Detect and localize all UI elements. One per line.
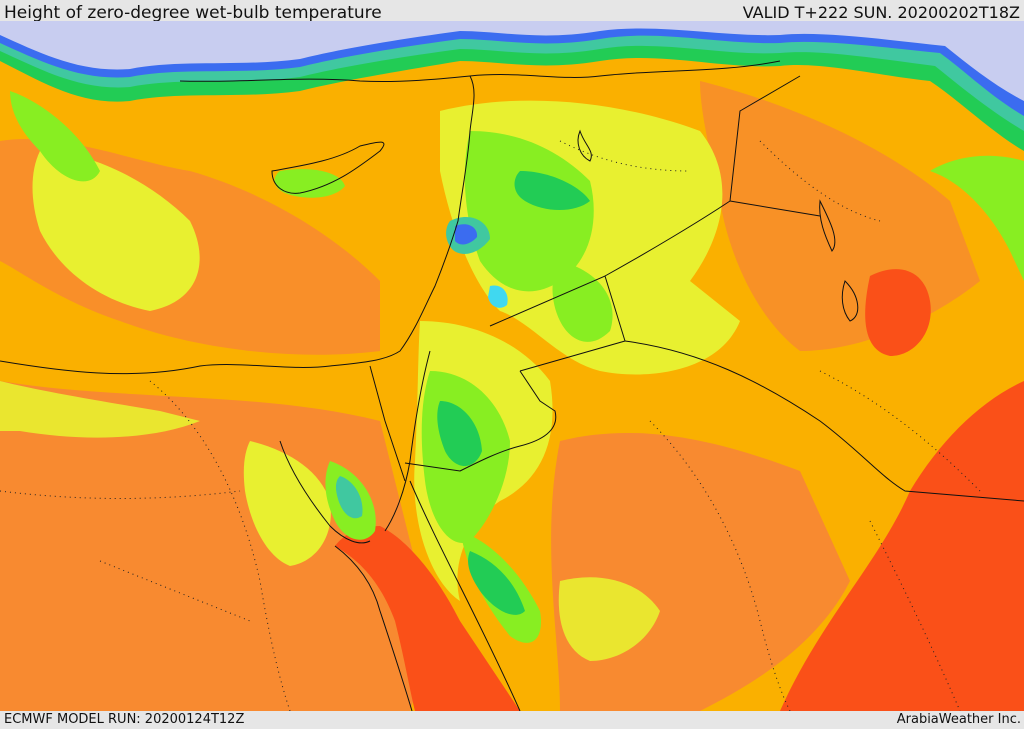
top-bar: Height of zero-degree wet-bulb temperatu… [0,0,1024,23]
green-patch-hejaz [468,551,525,615]
red-region-southeast [780,381,1024,711]
model-run-label: ECMWF MODEL RUN: 20200124T12Z [4,712,245,727]
yellow-region-hejaz [558,577,660,661]
red-region-gulf-north [865,269,931,356]
internal-boundaries [0,140,981,711]
lowest-zone-turkey [0,21,1024,101]
borders [369,75,1024,502]
cyan-patch-golan [488,285,508,308]
brand-label: ArabiaWeather Inc. [896,712,1021,727]
green-region-aegean [10,91,100,182]
yellow-region-western-desert [32,151,200,311]
teal-patch-sinai [335,476,363,519]
red-region-red-sea [335,526,520,711]
green-patch-jordan [437,401,482,466]
map-canvas [0,21,1024,711]
bottom-bar: ECMWF MODEL RUN: 20200124T12Z ArabiaWeat… [0,711,1024,729]
green-region-syria-east [552,261,613,342]
yellow-region-sinai [243,441,331,566]
green-region-lebanon [464,131,594,292]
map-title: Height of zero-degree wet-bulb temperatu… [4,3,382,23]
valid-time-label: VALID T+222 SUN. 20200202T18Z [742,3,1020,22]
green-region-iran-north [930,155,1024,281]
coastlines [0,60,859,711]
yellow-band-egypt [0,381,200,438]
blue-patch-lebanon [455,224,478,245]
green-patch-syria [514,171,590,210]
green-region-cyprus [274,169,345,198]
forecast-map[interactable] [0,21,1024,711]
orange-region-southwest [0,381,425,711]
